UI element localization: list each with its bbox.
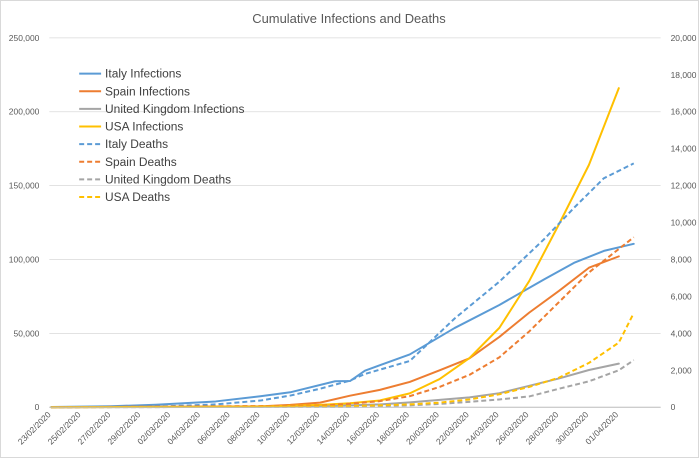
legend: Italy Infections Spain Infections United K…: [79, 67, 244, 204]
right-tick-label: 8,000: [671, 254, 692, 264]
right-tick-label: 2,000: [671, 365, 692, 375]
left-tick-label: 200,000: [9, 107, 40, 117]
legend-entry: United Kingdom Infections: [105, 102, 244, 116]
series-line-5: [51, 236, 635, 409]
legend-entry: Italy Deaths: [105, 137, 168, 151]
series-layer: [50, 87, 635, 409]
series-line-4: [51, 162, 635, 409]
right-tick-label: 10,000: [671, 218, 697, 228]
right-tick-label: 20,000: [671, 33, 697, 43]
series-line-6: [51, 359, 635, 409]
legend-entry: Spain Infections: [105, 84, 190, 98]
right-tick-label: 0: [671, 402, 676, 412]
series-line-0: [50, 242, 635, 409]
series-line-2: [50, 362, 620, 409]
legend-entry: Spain Deaths: [105, 155, 177, 169]
series-line-3: [50, 87, 620, 409]
right-tick-label: 16,000: [671, 107, 697, 117]
right-tick-label: 12,000: [671, 181, 697, 191]
left-tick-label: 0: [35, 402, 40, 412]
x-tick-label: 01/04/2020: [583, 409, 620, 446]
left-tick-label: 250,000: [9, 33, 40, 43]
left-tick-label: 150,000: [9, 181, 40, 191]
right-axis: 0 2,000 4,000 6,000 8,000 10,000 12,000 14,000 1…: [671, 33, 697, 412]
x-axis: 23/02/202025/02/202027/02/202029/02/2020…: [16, 406, 661, 447]
left-axis: 0 50,000 100,000 150,000 200,000 250,000: [9, 33, 40, 412]
legend-entry: United Kingdom Deaths: [105, 172, 231, 186]
chart-title: Cumulative Infections and Deaths: [252, 11, 445, 26]
right-tick-label: 4,000: [671, 328, 692, 338]
legend-entry: USA Deaths: [105, 190, 170, 204]
left-tick-label: 50,000: [14, 328, 40, 338]
right-tick-label: 14,000: [671, 144, 697, 154]
legend-entry: USA Infections: [105, 120, 183, 134]
series-line-7: [51, 312, 635, 409]
left-tick-label: 100,000: [9, 254, 40, 264]
right-tick-label: 6,000: [671, 291, 692, 301]
legend-entry: Italy Infections: [105, 67, 181, 81]
right-tick-label: 18,000: [671, 70, 697, 80]
series-line-1: [50, 255, 620, 409]
